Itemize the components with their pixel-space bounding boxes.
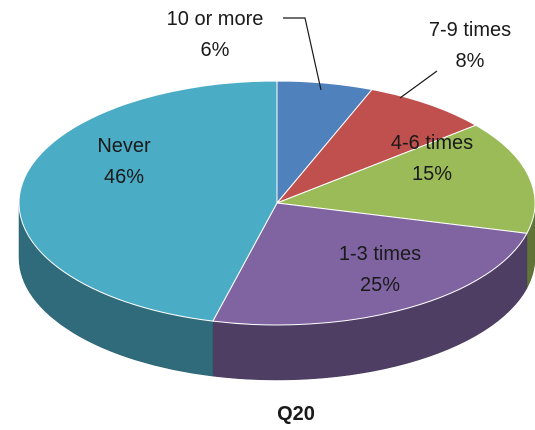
leader-lines <box>283 17 438 99</box>
slice-label-1-3-times: 1-3 times <box>339 243 421 265</box>
slice-percent-never: 46% <box>104 166 144 188</box>
data-label-1-3-times: 1-3 times 25% <box>339 243 421 296</box>
leader-line-10-or-more <box>283 17 322 91</box>
data-label-4-6-times: 4-6 times 15% <box>391 132 473 185</box>
slice-percent-4-6-times: 15% <box>412 163 452 185</box>
leader-line-7-9-times <box>399 70 438 99</box>
slice-7-9-times <box>276 89 477 204</box>
slice-percent-1-3-times: 25% <box>360 274 400 296</box>
data-label-never: Never 46% <box>97 135 151 188</box>
slice-label-4-6-times: 4-6 times <box>391 132 473 154</box>
data-label-7-9-times: 7-9 times 8% <box>429 19 511 72</box>
pie-slices <box>18 80 535 326</box>
slice-percent-10-or-more: 6% <box>201 39 230 61</box>
slice-label-never: Never <box>97 135 151 157</box>
slice-never <box>18 80 278 322</box>
slice-label-10-or-more: 10 or more <box>167 8 264 30</box>
data-labels: 10 or more 6% 7-9 times 8% 4-6 times 15% 1-3 t… <box>97 8 511 296</box>
slice-1-3-times <box>212 202 528 326</box>
slice-label-7-9-times: 7-9 times <box>429 19 511 41</box>
slice-percent-7-9-times: 8% <box>456 50 485 72</box>
data-label-10-or-more: 10 or more 6% <box>167 8 264 61</box>
slice-4-6-times <box>276 124 535 234</box>
chart-title: Q20 <box>277 403 315 425</box>
